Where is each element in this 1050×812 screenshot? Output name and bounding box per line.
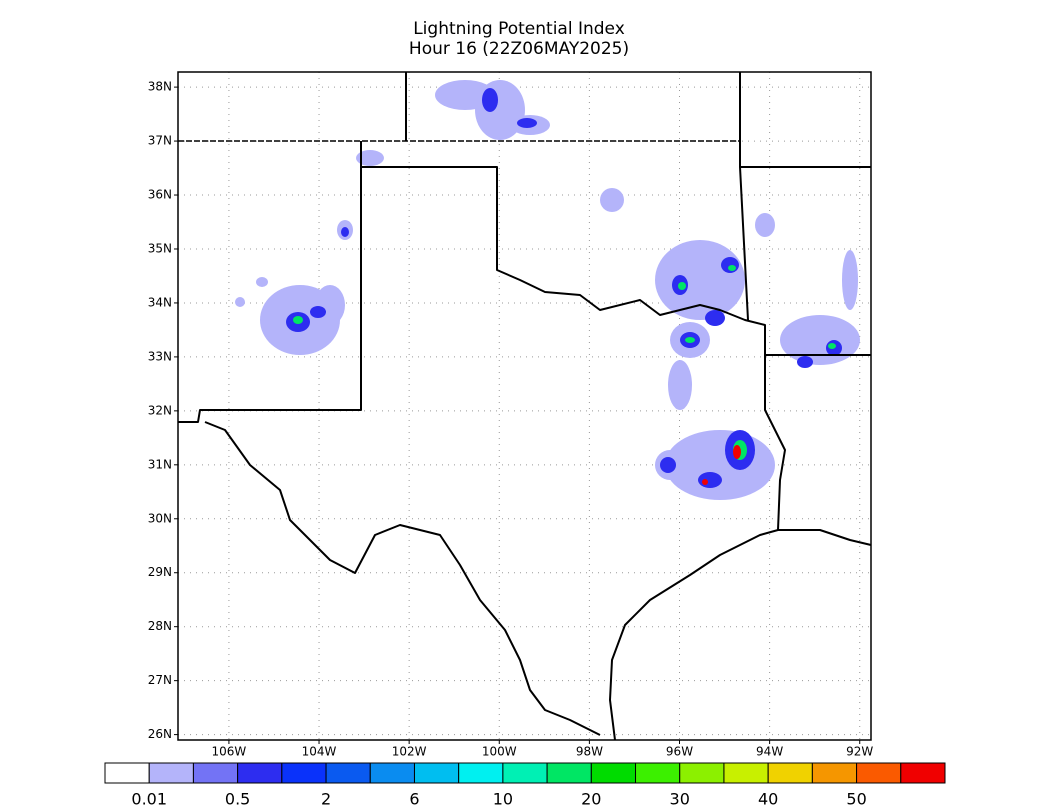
colorbar-label: 0.5 [225,790,250,809]
colorbar-box [856,762,902,784]
subtitle: Hour 16 (22Z06MAY2025) [409,39,629,59]
lat-tick-label: 30N [148,511,172,525]
lat-tick-label: 34N [148,295,172,309]
colorbar-box [104,762,150,784]
colorbar-box [900,762,946,784]
lat-tick-label: 28N [148,619,172,633]
colorbar-box [237,762,283,784]
lat-tick-label: 38N [148,80,172,94]
colorbar-label: 10 [493,790,513,809]
colorbar-box [148,762,194,784]
colorbar-box [502,762,548,784]
lat-tick-label: 29N [148,565,172,579]
lat-tick-label: 35N [148,241,172,255]
texas-outline [178,141,872,741]
lon-tick-label: 92W [846,745,873,759]
colorbar-label: 2 [321,790,331,809]
lon-tick-label: 94W [756,745,783,759]
lat-tick-label: 31N [148,457,172,471]
lon-tick-label: 102W [392,745,427,759]
colorbar-box [767,762,813,784]
lon-tick-label: 106W [212,745,247,759]
colorbar-box [458,762,504,784]
border-lines [405,72,871,356]
state-borders [178,72,872,741]
colorbar-label: 0.01 [131,790,167,809]
lon-tick-label: 100W [482,745,517,759]
title: Lightning Potential Index [413,19,625,39]
colorbar-box [679,762,725,784]
colorbar-box [723,762,769,784]
lat-tick-label: 36N [148,188,172,202]
colorbar-box [325,762,371,784]
lat-tick-label: 33N [148,349,172,363]
colorbar-label: 50 [846,790,866,809]
colorbar-label: 40 [758,790,778,809]
colorbar-box [590,762,637,784]
colorbar: 0.01 0.5 2 6 10 20 30 40 50 [104,762,946,809]
colorbar-box [413,762,460,784]
colorbar-label: 30 [670,790,690,809]
lat-tick-label: 37N [148,134,172,148]
lat-tick-label: 32N [148,403,172,417]
colorbar-label: 20 [581,790,601,809]
colorbar-box [635,762,681,784]
lat-tick-label: 26N [148,727,172,741]
colorbar-box [811,762,858,784]
map-frame [177,71,872,741]
colorbar-box [369,762,415,784]
lon-tick-label: 96W [666,745,693,759]
lightning-field [235,80,860,500]
lon-tick-label: 98W [576,745,603,759]
colorbar-box [281,762,327,784]
colorbar-box [546,762,592,784]
colorbar-label: 6 [409,790,419,809]
colorbar-box [192,762,239,784]
lat-tick-label: 27N [148,673,172,687]
lon-tick-label: 104W [302,745,337,759]
